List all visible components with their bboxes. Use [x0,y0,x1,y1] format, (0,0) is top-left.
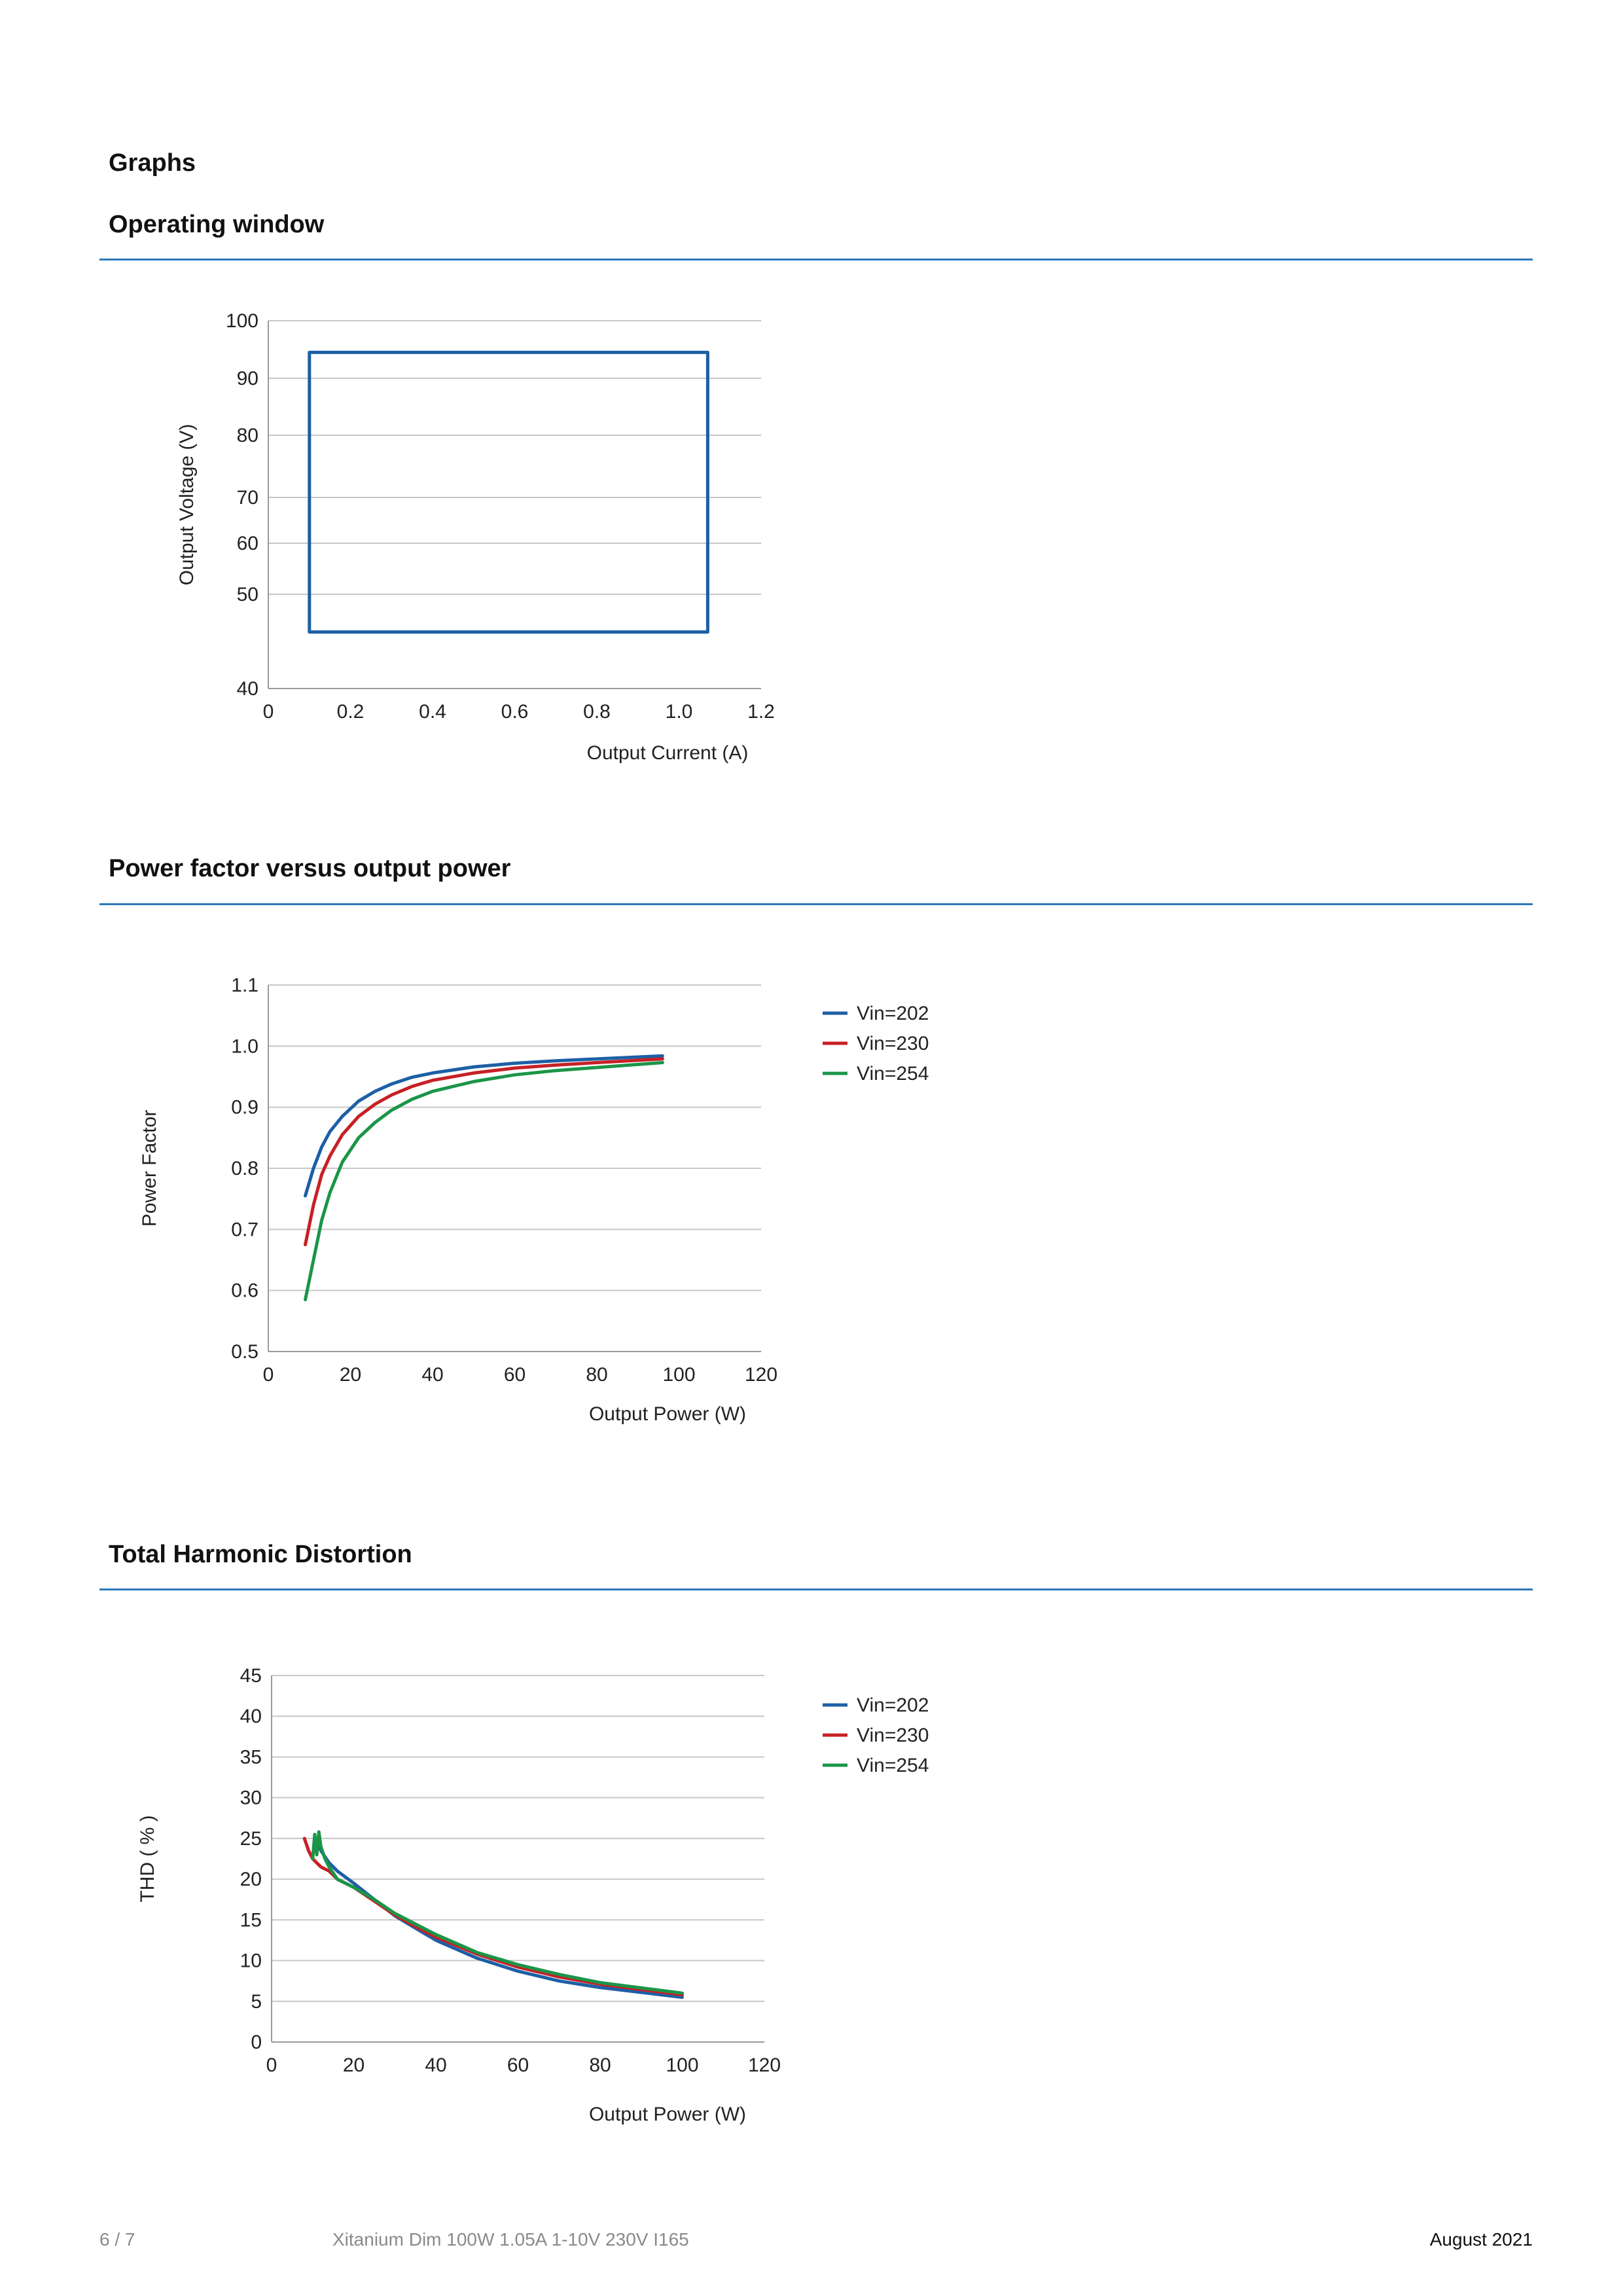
y-tick-label: 20 [240,1869,262,1890]
x-tick-label: 80 [586,1364,607,1386]
y-tick-label: 0 [251,2032,262,2053]
thd-chart: 45 40 35 30 25 20 15 10 5 00 20 40 60 80 100 120 THD ( %… [137,1665,929,2125]
y-tick-label: 35 [240,1746,262,1768]
legend-label: Vin=202 [857,1695,929,1716]
power-factor-chart: 1.1 1.0 0.9 0.8 0.7 0.6 0.50 20 40 60 80 100 120 Powe… [139,975,929,1425]
series-line-1 [315,1837,684,2000]
x-tick-label: 40 [421,1364,443,1386]
y-tick-label: 15 [240,1909,262,1931]
y-tick-label: 40 [237,678,259,700]
legend-label: Vin=230 [857,1725,929,1746]
y-tick-label: 1.0 [231,1035,259,1057]
y-tick-label: 0.7 [231,1219,259,1240]
heading-power-factor: Power factor versus output power [109,855,511,882]
x-tick-label: 1.2 [747,701,775,723]
publish-date: August 2021 [1429,2229,1533,2250]
legend-label: Vin=254 [857,1063,929,1085]
y-tick-label: 30 [240,1787,262,1809]
x-tick-label: 120 [745,1364,777,1386]
y-tick-label: 5 [251,1991,262,2013]
product-name: Xitanium Dim 100W 1.05A 1-10V 230V I165 [332,2229,689,2250]
legend-label: Vin=230 [857,1033,929,1054]
series-line-2 [304,1057,664,1247]
y-axis-label: THD ( % ) [137,1815,158,1902]
y-tick-label: 70 [237,487,259,509]
series-line-3 [304,1061,664,1302]
x-tick-label: 0.2 [337,701,365,723]
x-tick-label: 40 [425,2054,446,2076]
x-tick-label: 20 [340,1364,361,1386]
y-axis-label: Output Voltage (V) [176,424,198,586]
x-tick-label: 0 [263,701,274,723]
heading-thd: Total Harmonic Distortion [109,1541,412,1568]
x-tick-label: 0.6 [501,701,529,723]
series-line-2 [302,1837,684,1997]
heading-rule [99,1588,1533,1590]
section-title: Graphs [109,149,196,177]
y-tick-label: 50 [237,584,259,605]
y-tick-label: 25 [240,1828,262,1850]
x-tick-label: 60 [504,1364,526,1386]
page-number: 6 / 7 [99,2229,135,2250]
x-tick-label: 20 [343,2054,365,2076]
operating-window-chart: 100 90 80 70 60 50 400 0.2 0.4 0.6 0.8 1.0 1.2 Output… [176,310,775,764]
legend-label: Vin=254 [857,1755,929,1776]
y-tick-label: 0.5 [231,1341,259,1363]
series-line-1 [304,1054,664,1198]
y-tick-label: 90 [237,368,259,389]
y-tick-label: 10 [240,1950,262,1972]
y-tick-label: 0.9 [231,1097,259,1119]
x-axis-label: Output Power (W) [589,2104,746,2125]
x-tick-label: 0 [266,2054,277,2076]
x-tick-label: 120 [748,2054,781,2076]
x-axis-label: Output Power (W) [589,1403,746,1425]
x-tick-label: 1.0 [666,701,693,723]
y-tick-label: 40 [240,1706,262,1727]
y-tick-label: 100 [226,310,259,332]
y-axis-label: Power Factor [139,1110,160,1227]
y-tick-label: 80 [237,425,259,446]
x-tick-label: 0 [263,1364,274,1386]
y-tick-label: 0.6 [231,1280,259,1302]
series-line-3 [311,1830,684,1995]
x-tick-label: 80 [589,2054,611,2076]
heading-rule [99,259,1533,260]
x-tick-label: 0.4 [419,701,446,723]
y-tick-label: 1.1 [231,975,259,996]
x-tick-label: 60 [507,2054,529,2076]
y-tick-label: 60 [237,533,259,554]
x-tick-label: 100 [666,2054,698,2076]
x-tick-label: 100 [662,1364,695,1386]
heading-rule [99,903,1533,905]
y-tick-label: 45 [240,1665,262,1687]
heading-operating-window: Operating window [109,211,325,238]
y-tick-label: 0.8 [231,1158,259,1179]
x-axis-label: Output Current (A) [587,742,749,764]
legend-label: Vin=202 [857,1003,929,1024]
x-tick-label: 0.8 [583,701,611,723]
series-line-1 [308,350,709,634]
